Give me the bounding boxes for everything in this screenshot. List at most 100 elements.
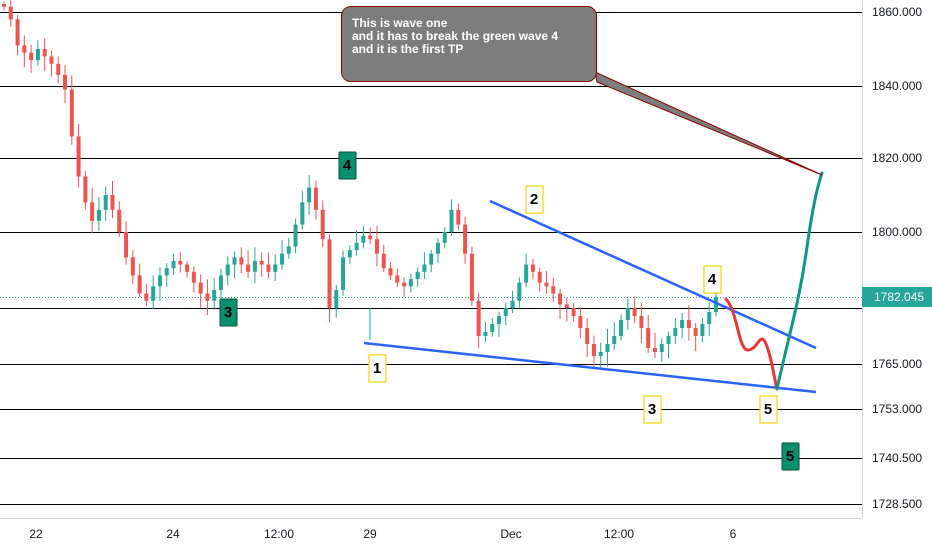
candle-body <box>171 260 176 269</box>
upper-trendline <box>489 199 817 350</box>
time-tick-label: Dec <box>500 527 521 541</box>
candle-body <box>558 293 563 305</box>
label-text: 5 <box>786 448 794 465</box>
time-tick-label: 12:00 <box>264 527 294 541</box>
candle-body <box>83 176 88 203</box>
candle-body <box>605 344 610 352</box>
candle-body <box>598 352 603 356</box>
candle-body <box>15 19 20 46</box>
time-tick-label: 24 <box>166 527 180 541</box>
candle-body <box>124 232 129 258</box>
time-tick-label: 6 <box>730 527 737 541</box>
price-tick-label: 1800.000 <box>872 225 922 239</box>
candle-body <box>259 260 264 265</box>
candle-body <box>29 52 34 61</box>
label-box <box>759 395 778 424</box>
candle-body <box>510 300 515 308</box>
candle-body <box>205 293 210 301</box>
candle-body <box>266 264 271 272</box>
wave-label-3-yellow: 3 <box>643 395 662 424</box>
wave-label-2-yellow: 2 <box>525 185 544 214</box>
candle-body <box>503 308 508 316</box>
wave-labels: 4 3 1 2 3 4 5 5 <box>219 151 800 471</box>
candle-body <box>347 250 352 258</box>
candle-body <box>564 304 569 308</box>
candle-body <box>476 300 481 336</box>
candle-body <box>191 271 196 283</box>
price-tick-label: 1860.000 <box>872 5 922 19</box>
time-tick-label: 22 <box>29 527 43 541</box>
wave-label-5-green: 5 <box>781 442 800 471</box>
annotation-callout[interactable]: This is wave one and it has to break the… <box>341 6 597 82</box>
candle-body <box>212 289 217 301</box>
candle-body <box>537 271 542 283</box>
candle-body <box>381 253 386 269</box>
candle-body <box>313 187 318 210</box>
candle-body <box>490 324 495 332</box>
candle-body <box>422 264 427 272</box>
candle-body <box>307 187 312 203</box>
candle-body <box>707 312 712 324</box>
label-text: 1 <box>373 360 381 377</box>
candle-body <box>469 253 474 301</box>
candle-body <box>300 202 305 225</box>
price-tick-label: 1840.000 <box>872 79 922 93</box>
candle-body <box>157 275 162 287</box>
candle-body <box>144 293 149 301</box>
label-box <box>781 442 800 471</box>
candle-body <box>497 316 502 324</box>
candle-body <box>130 257 135 276</box>
price-tick-label: 1753.000 <box>872 402 922 416</box>
projected-up-path <box>775 171 824 391</box>
candle-body <box>483 332 488 336</box>
candle-body <box>659 344 664 352</box>
candle-body <box>673 328 678 336</box>
candle-body <box>151 286 156 301</box>
price-tick-label: 1740.500 <box>872 451 922 465</box>
candle-body <box>578 316 583 328</box>
candle-body <box>164 268 169 276</box>
candle-body <box>714 297 718 312</box>
projected-down-path <box>724 297 779 391</box>
candle-body <box>632 308 637 316</box>
candle-body <box>327 239 332 308</box>
annotation-line-2: and it has to break the green wave 4 <box>352 29 559 43</box>
candle-body <box>395 275 400 283</box>
candle-body <box>137 275 142 294</box>
price-tick-label: 1765.000 <box>872 357 922 371</box>
candle-body <box>293 224 298 247</box>
candle-body <box>612 336 617 344</box>
candle-body <box>218 275 223 290</box>
time-tick-label: 29 <box>363 527 377 541</box>
candle-body <box>680 320 685 328</box>
time-tick-label: 12:00 <box>604 527 634 541</box>
candle-body <box>246 264 251 272</box>
annotation-line-1: This is wave one <box>352 16 448 30</box>
candle-body <box>551 286 556 294</box>
candle-body <box>429 253 434 265</box>
candle-body <box>320 209 325 240</box>
candle-body <box>8 6 13 20</box>
label-box <box>368 354 387 383</box>
candle-body <box>341 257 346 290</box>
candle-body <box>571 308 576 316</box>
candle-body <box>666 336 671 344</box>
candle-body <box>530 264 535 272</box>
wave-label-5-yellow: 5 <box>759 395 778 424</box>
candle-body <box>252 260 257 272</box>
candle-body <box>456 209 461 225</box>
candle-body <box>2 4 6 7</box>
candle-body <box>273 264 278 272</box>
label-box <box>219 298 238 327</box>
candle-body <box>110 195 115 210</box>
price-tick-label: 1728.500 <box>872 497 922 511</box>
candle-body <box>544 282 549 287</box>
candle-body <box>185 264 190 272</box>
callout-tail <box>594 71 823 176</box>
price-level-lines <box>0 12 862 505</box>
candle-body <box>463 224 468 254</box>
candle-body <box>63 74 68 90</box>
label-text: 2 <box>530 191 538 208</box>
candle-body <box>49 56 54 64</box>
